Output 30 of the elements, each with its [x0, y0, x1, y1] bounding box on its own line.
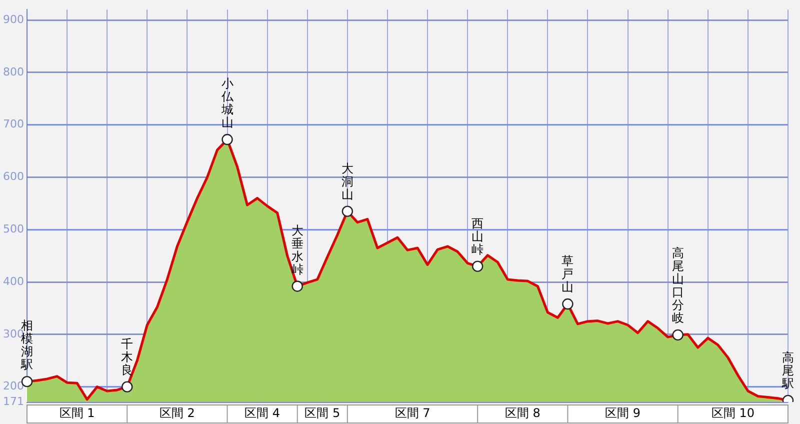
point — [562, 298, 574, 310]
data-label: 高尾駅 — [781, 350, 794, 391]
data-label: 西山峠 — [472, 216, 484, 256]
point — [472, 260, 484, 272]
text: 区間 8 — [504, 406, 540, 420]
text: 区間 9 — [605, 406, 641, 420]
point — [342, 206, 354, 217]
text: 区間 7 — [394, 406, 430, 420]
point — [222, 134, 233, 146]
text: 区間 10 — [711, 406, 754, 420]
text: 区間 5 — [304, 406, 340, 420]
y-tick-label: 200 — [2, 380, 24, 393]
text: 区間 4 — [244, 406, 280, 420]
y-tick-label: 700 — [2, 118, 24, 131]
data-label: 千木良 — [121, 336, 134, 377]
data-label: 草戸山 — [562, 254, 574, 294]
y-tick-label: 171 — [2, 394, 24, 408]
point — [292, 280, 303, 292]
text: 区間 2 — [159, 406, 195, 420]
y-tick-label: 800 — [2, 65, 24, 78]
y-tick-label: 400 — [2, 274, 24, 288]
data-label: 大洞山 — [341, 161, 354, 202]
y-tick-label: 500 — [2, 222, 24, 236]
y-tick-label: 600 — [2, 170, 24, 184]
point — [122, 381, 133, 392]
text: 区間 1 — [59, 406, 95, 420]
data-label: 小仏城山 — [220, 76, 234, 130]
data-label: 高尾山口分岐 — [672, 246, 684, 326]
point — [672, 329, 684, 341]
y-tick-label: 900 — [2, 12, 24, 26]
